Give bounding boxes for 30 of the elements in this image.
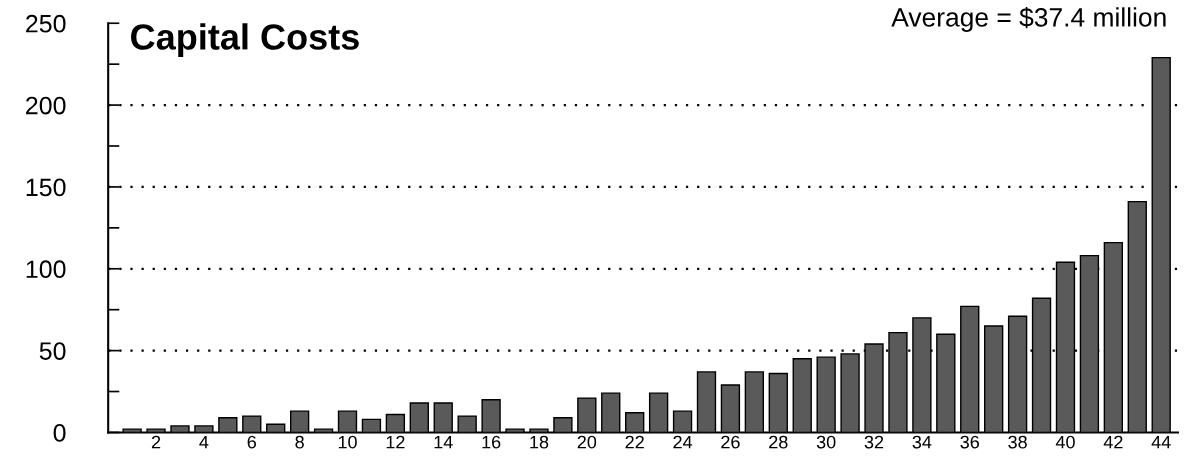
x-tick-label: 26 — [721, 435, 740, 449]
x-tick-label: 14 — [434, 435, 453, 449]
y-tick-label: 50 — [39, 342, 66, 360]
x-tick-label: 44 — [1151, 435, 1171, 449]
x-tick-label: 6 — [247, 435, 256, 449]
x-tick-label: 12 — [386, 435, 405, 449]
x-tick-label: 36 — [960, 435, 979, 449]
y-tick-label: 150 — [26, 178, 66, 197]
x-tick-label: 38 — [1008, 435, 1027, 449]
y-tick-label: 250 — [26, 14, 66, 33]
x-tick-label: 10 — [338, 435, 357, 449]
x-tick-label: 40 — [1055, 435, 1075, 449]
y-tick-label: 0 — [53, 424, 66, 442]
x-tick-label: 28 — [769, 435, 788, 449]
x-tick-label: 34 — [912, 435, 932, 449]
x-tick-label: 18 — [530, 435, 549, 449]
x-tick-label: 2 — [151, 435, 161, 449]
x-tick-label: 24 — [673, 435, 693, 449]
x-tick-label: 42 — [1103, 435, 1123, 449]
x-tick-label: 8 — [295, 435, 304, 449]
y-tick-label: 100 — [26, 260, 66, 279]
x-tick-label: 4 — [199, 435, 209, 449]
x-tick-label: 20 — [577, 435, 597, 449]
y-tick-label: 200 — [26, 96, 66, 115]
chart-title: Capital Costs — [131, 23, 359, 57]
x-tick-label: 16 — [482, 435, 501, 449]
x-tick-label: 30 — [816, 435, 836, 449]
annotation: Average = $37.4 million — [891, 6, 1166, 32]
x-tick-label: 32 — [864, 435, 884, 449]
x-tick-label: 22 — [625, 435, 644, 449]
